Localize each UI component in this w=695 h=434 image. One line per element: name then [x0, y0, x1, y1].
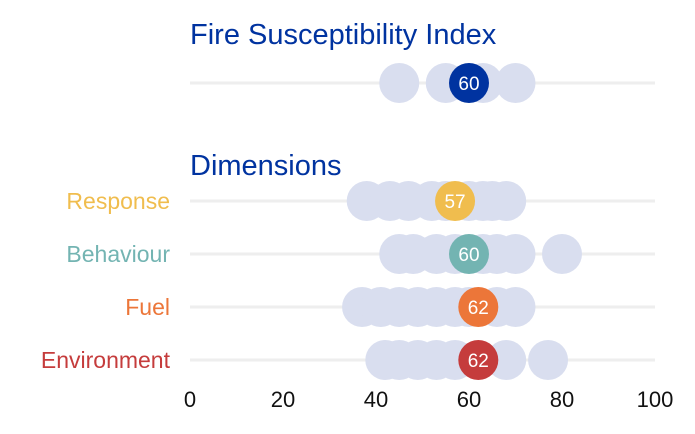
dimension-behaviour-highlight-dot [449, 234, 489, 274]
x-tick-label: 20 [271, 387, 295, 412]
background-dots [342, 63, 582, 380]
dimension-behaviour-background-dot [542, 234, 582, 274]
dimension-fuel-background-dot [495, 287, 536, 327]
dimension-label-response: Response [66, 188, 170, 214]
dimension-environment-highlight-dot [458, 340, 499, 380]
dimension-label-environment: Environment [41, 347, 171, 373]
x-tick-label: 40 [364, 387, 388, 412]
index-value-label: 60 [458, 74, 479, 95]
x-tick-label: 80 [550, 387, 574, 412]
x-tick-label: 60 [457, 387, 481, 412]
highlight-dots [435, 63, 499, 380]
dimension-response-value-label: 57 [444, 192, 465, 213]
index-highlight-dot [449, 63, 489, 103]
dimension-response-highlight-dot [435, 181, 476, 221]
dimension-environment-value-label: 62 [468, 351, 489, 372]
dimension-fuel-highlight-dot [458, 287, 499, 327]
dimension-label-behaviour: Behaviour [66, 241, 170, 267]
dimension-behaviour-value-label: 60 [458, 245, 479, 266]
dimension-environment-background-dot [528, 340, 569, 380]
index-title: Fire Susceptibility Index [190, 19, 497, 51]
x-tick-label: 100 [637, 387, 674, 412]
dimension-label-fuel: Fuel [125, 294, 170, 320]
dimension-behaviour-background-dot [495, 234, 536, 274]
dimensions-title: Dimensions [190, 150, 342, 182]
x-axis-ticks: 0 20 40 60 80 100 [184, 387, 673, 412]
x-tick-label: 0 [184, 387, 196, 412]
dimension-environment-background-dot [486, 340, 527, 380]
dimension-response-background-dot [486, 181, 527, 221]
index-background-dot [379, 63, 420, 103]
index-background-dot [495, 63, 536, 103]
dimension-fuel-value-label: 62 [468, 298, 489, 319]
chart-text: 60 57 Response 60 Behaviour 62 Fuel 62 Environme… [41, 74, 489, 373]
